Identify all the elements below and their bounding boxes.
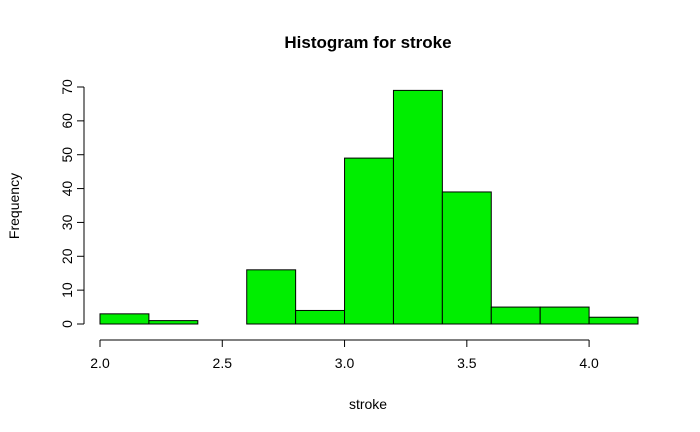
x-tick-label-1: 2.5 bbox=[213, 355, 233, 371]
bars-group bbox=[99, 89, 639, 325]
y-tick-label-3: 30 bbox=[59, 214, 75, 230]
histogram-bar-5 bbox=[344, 157, 394, 325]
histogram-bar-1 bbox=[148, 320, 199, 325]
x-axis: 2.0 2.5 3.0 3.5 4.0 bbox=[90, 339, 599, 371]
histogram-bar-8 bbox=[490, 306, 541, 325]
x-axis-label: stroke bbox=[349, 396, 387, 412]
histogram-bar-0 bbox=[99, 313, 150, 325]
y-tick-label-6: 60 bbox=[59, 113, 75, 129]
y-axis: 0 10 20 30 40 50 60 70 bbox=[59, 79, 85, 328]
x-tick-label-2: 3.0 bbox=[335, 355, 355, 371]
histogram-bar-6 bbox=[392, 89, 443, 325]
y-tick-label-7: 70 bbox=[59, 79, 75, 95]
y-tick-label-2: 20 bbox=[59, 248, 75, 264]
histogram-bar-3 bbox=[246, 269, 297, 325]
y-tick-label-5: 50 bbox=[59, 147, 75, 163]
chart-title: Histogram for stroke bbox=[284, 33, 451, 52]
histogram-bar-9 bbox=[539, 306, 590, 325]
histogram-bar-10 bbox=[588, 316, 639, 325]
y-tick-label-1: 10 bbox=[59, 282, 75, 298]
x-tick-label-4: 4.0 bbox=[579, 355, 599, 371]
x-tick-label-0: 2.0 bbox=[90, 355, 110, 371]
y-axis-label: Frequency bbox=[6, 173, 22, 239]
histogram-bar-7 bbox=[441, 191, 492, 325]
y-tick-label-4: 40 bbox=[59, 181, 75, 197]
y-tick-label-0: 0 bbox=[59, 320, 75, 328]
histogram-bar-4 bbox=[295, 309, 346, 325]
x-tick-label-3: 3.5 bbox=[457, 355, 477, 371]
